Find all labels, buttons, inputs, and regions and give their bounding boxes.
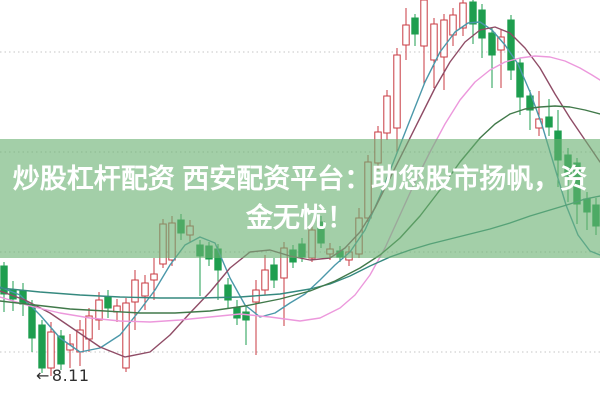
candle-down <box>526 90 534 130</box>
candle-up <box>261 255 269 295</box>
candle-down <box>0 262 8 312</box>
candle-up <box>150 258 158 300</box>
candle-body <box>430 23 438 61</box>
candle-up <box>141 275 149 310</box>
candle-body <box>507 19 515 71</box>
candle-body <box>122 302 130 369</box>
ma-fast-teal-line <box>0 21 600 353</box>
candle-up <box>393 48 401 152</box>
candle-up <box>430 18 438 88</box>
low-price-value: 8.11 <box>51 366 90 385</box>
candle-up <box>535 91 543 136</box>
candle-body <box>233 307 241 319</box>
candle-body <box>526 95 534 111</box>
candle-down <box>411 14 419 46</box>
candle-up <box>47 322 55 376</box>
candle-down <box>242 305 250 345</box>
candle-body <box>47 331 55 369</box>
candle-up <box>459 0 467 36</box>
candle-body <box>261 269 269 291</box>
candle-up <box>440 14 448 90</box>
candle-down <box>516 58 524 115</box>
candle-body <box>85 315 93 340</box>
candle-body <box>224 284 232 301</box>
candle-body <box>411 17 419 35</box>
candle-up <box>85 308 93 352</box>
candle-down <box>545 99 553 136</box>
candle-down <box>507 15 515 80</box>
candle-body <box>469 1 477 25</box>
low-price-annotation: ← 8.11 <box>36 366 90 385</box>
candle-body <box>38 324 46 369</box>
promo-banner-text: 炒股杠杆配资 西安配资平台：助您股市扬帆，资金无忧！ <box>12 163 588 233</box>
candle-body <box>383 95 391 134</box>
candle-down <box>38 320 46 373</box>
candle-up <box>131 270 139 330</box>
candle-down <box>270 258 278 288</box>
candle-body <box>402 24 410 46</box>
candle-body <box>141 282 149 297</box>
candle-body <box>459 2 467 29</box>
candle-body <box>150 273 158 281</box>
candle-body <box>420 0 428 47</box>
candle-down <box>57 330 65 370</box>
candle-up <box>252 280 260 355</box>
promo-banner: 炒股杠杆配资 西安配资平台：助您股市扬帆，资金无忧！ <box>0 139 600 258</box>
candle-up <box>383 90 391 140</box>
candle-body <box>242 311 250 321</box>
candle-body <box>57 335 65 365</box>
candle-up <box>122 298 130 372</box>
candle-down <box>488 28 496 88</box>
candle-body <box>440 19 448 58</box>
left-arrow-icon: ← <box>36 366 50 385</box>
candle-up <box>113 299 121 322</box>
candle-body <box>104 296 112 309</box>
candle-down <box>224 278 232 308</box>
candle-body <box>0 265 8 295</box>
candle-up <box>66 334 74 368</box>
candle-body <box>393 54 401 129</box>
candle-body <box>131 279 139 303</box>
candle-body <box>516 62 524 98</box>
candle-body <box>270 264 278 281</box>
candle-body <box>488 32 496 56</box>
candle-up <box>420 0 428 84</box>
candle-down <box>104 290 112 318</box>
candle-up <box>76 320 84 366</box>
candle-body <box>535 118 543 129</box>
candle-down <box>233 300 241 325</box>
candle-body <box>545 116 553 128</box>
candle-up <box>402 8 410 60</box>
candle-up <box>449 8 457 46</box>
